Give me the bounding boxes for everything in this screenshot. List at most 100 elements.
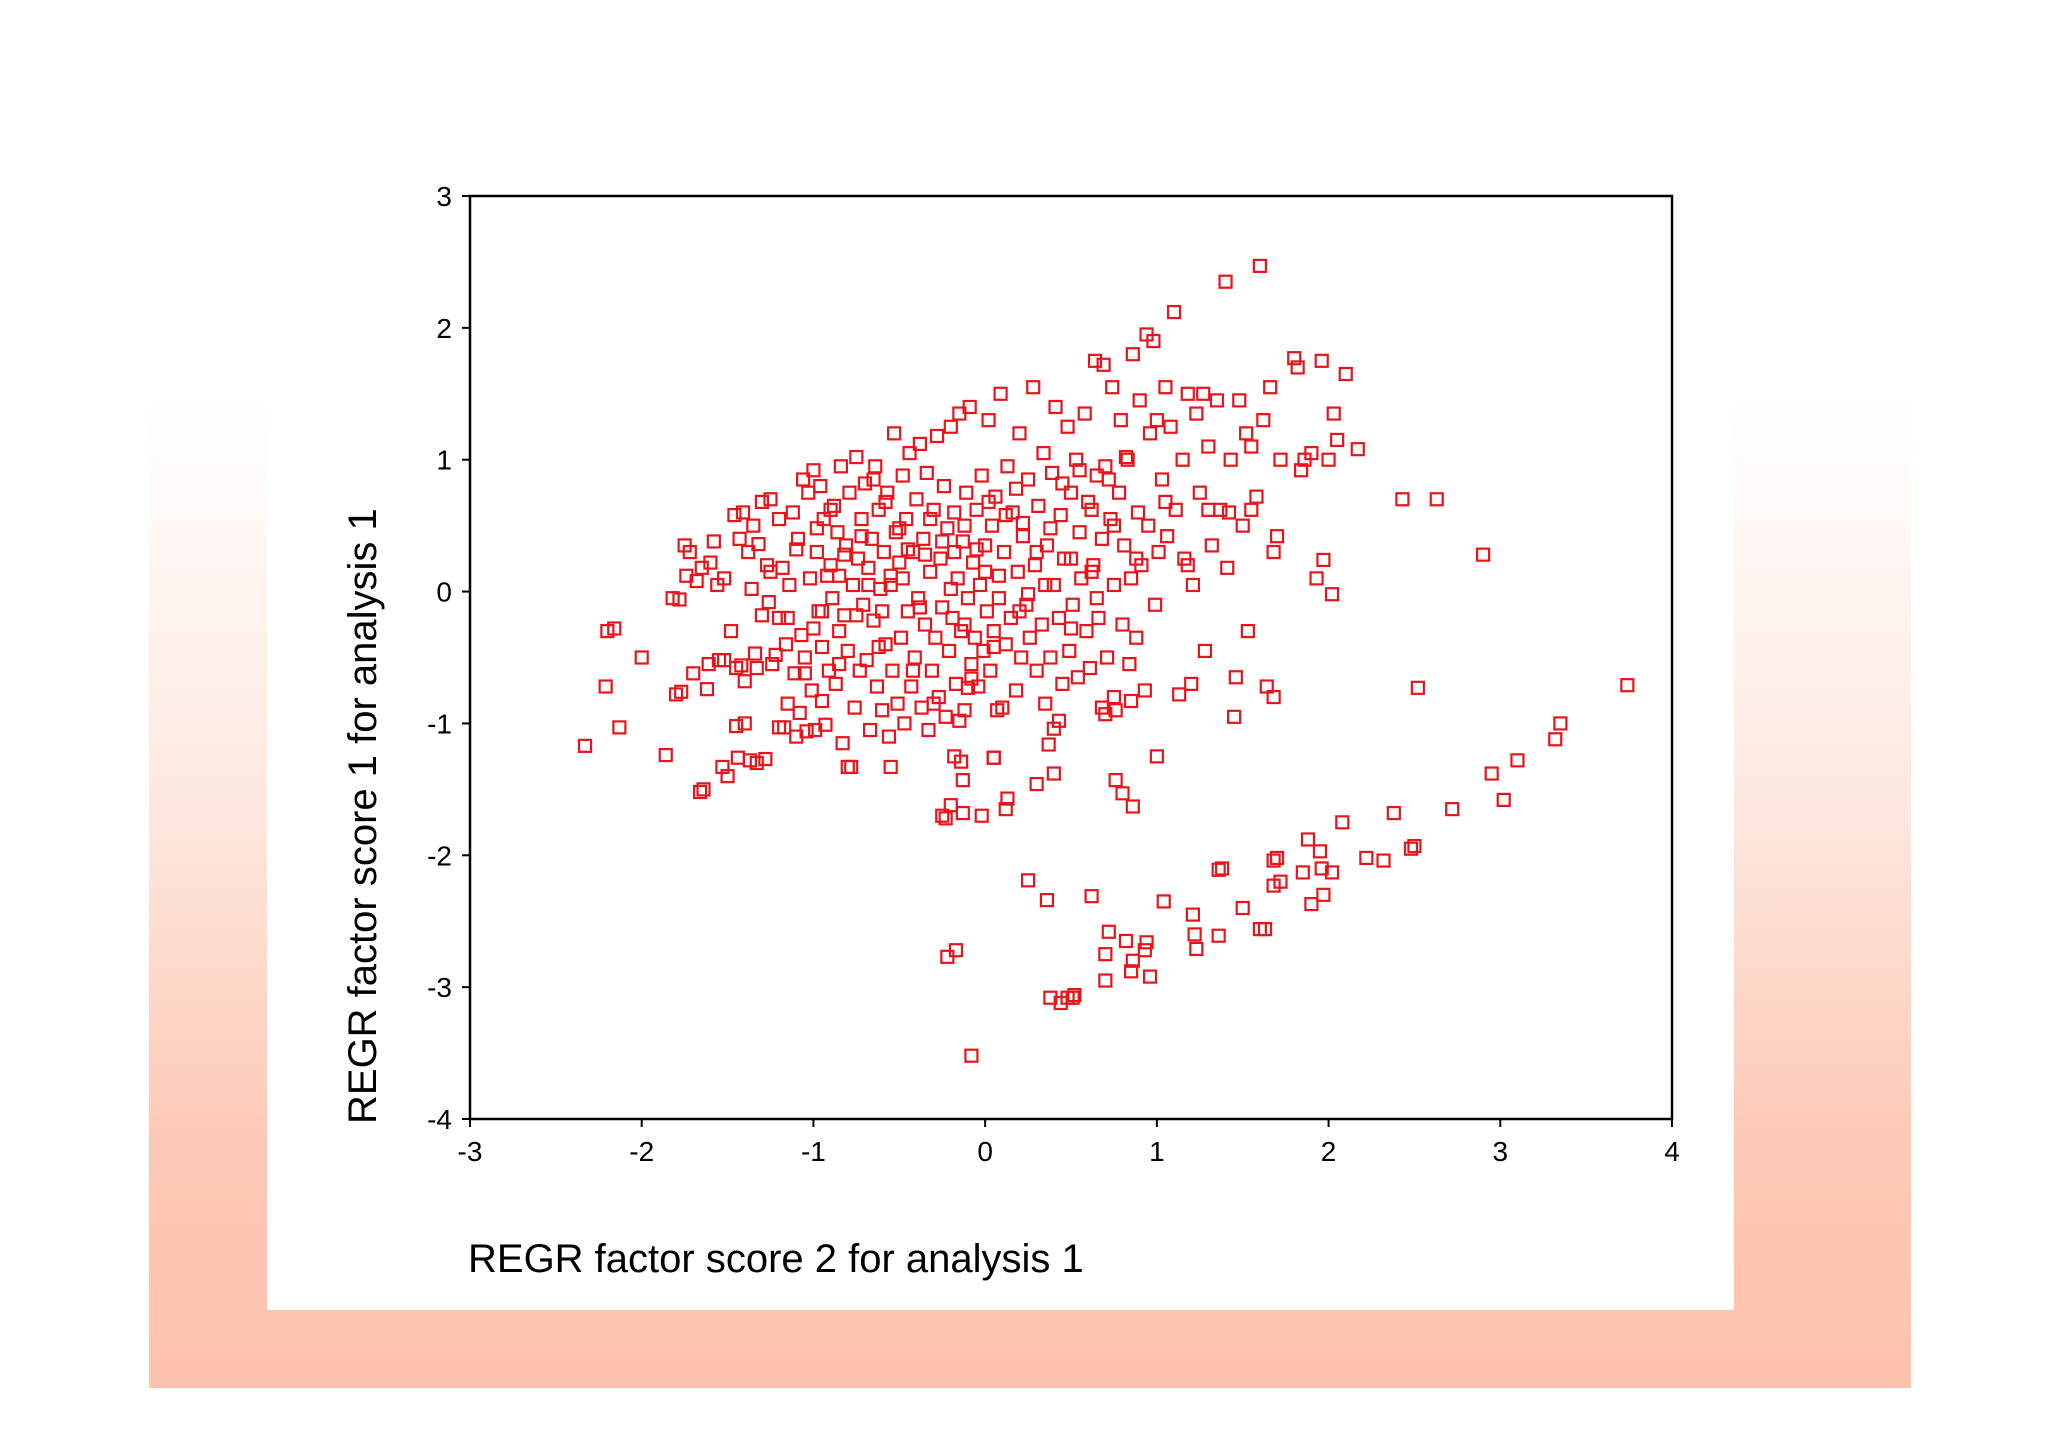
scatter-point	[957, 617, 972, 632]
scatter-point	[1376, 853, 1391, 868]
scatter-point	[876, 544, 891, 560]
scatter-point	[969, 502, 984, 517]
scatter-point	[789, 542, 804, 557]
scatter-point	[703, 555, 718, 570]
scatter-point	[1324, 865, 1340, 880]
scatter-point	[940, 949, 955, 964]
scatter-point	[1043, 990, 1058, 1005]
scatter-point	[955, 773, 970, 788]
scatter-point	[823, 502, 838, 517]
scatter-point	[919, 465, 934, 480]
scatter-point	[929, 428, 945, 444]
scatter-point	[943, 419, 958, 434]
scatter-point	[1223, 452, 1238, 467]
scatter-point	[1293, 463, 1309, 478]
scatter-point	[790, 531, 806, 546]
scatter-point	[921, 722, 936, 738]
scatter-point	[1201, 439, 1216, 454]
scatter-point	[1105, 380, 1120, 395]
scatter-point	[1510, 753, 1525, 768]
scatter-point	[797, 650, 812, 665]
scatter-point	[1094, 700, 1110, 715]
scatter-point	[1072, 525, 1087, 540]
scatter-point	[926, 696, 941, 711]
scatter-point	[1000, 791, 1015, 806]
x-tick-label: 3	[1492, 1136, 1508, 1167]
scatter-point	[806, 621, 821, 636]
scatter-point	[1012, 426, 1027, 441]
scatter-point	[1039, 893, 1055, 908]
scatter-point	[797, 666, 812, 681]
scatter-point	[1158, 494, 1173, 510]
scatter-point	[1156, 894, 1171, 909]
scatter-point	[1108, 703, 1123, 718]
scatter-point	[845, 577, 861, 593]
y-tick-label: 0	[436, 577, 452, 608]
scatter-point	[914, 700, 929, 715]
scatter-point	[771, 511, 787, 527]
scatter-point	[1029, 663, 1044, 678]
x-axis: -3 -2 -1 0 1 2 3 4	[458, 1119, 1680, 1167]
scatter-point	[1129, 630, 1144, 645]
scatter-point	[775, 560, 790, 575]
scatter-point	[1196, 386, 1211, 401]
scatter-point	[897, 716, 912, 731]
scatter-point	[735, 505, 751, 520]
scatter-point	[1046, 577, 1061, 593]
scatter-point	[1148, 597, 1163, 612]
scatter-point	[1081, 494, 1096, 510]
scatter-point	[1122, 656, 1137, 672]
scatter-point	[823, 558, 838, 573]
scatter-point	[1166, 304, 1182, 320]
scatter-point	[802, 571, 818, 586]
scatter-point	[935, 600, 950, 615]
y-tick-label: -1	[427, 708, 452, 739]
scatter-point	[900, 604, 915, 619]
scatter-point	[1209, 393, 1225, 408]
scatter-point	[862, 722, 878, 738]
scatter-point	[746, 518, 761, 533]
scatter-point	[692, 784, 708, 800]
scatter-point	[1235, 900, 1250, 916]
scatter-point	[871, 639, 886, 655]
scatter-point	[1015, 529, 1031, 544]
scatter-point	[1218, 274, 1233, 289]
scatter-point	[998, 802, 1013, 817]
scatter-point	[1123, 571, 1139, 586]
scatter-point	[850, 551, 866, 566]
scatter-point	[1046, 766, 1061, 781]
scatter-point	[686, 666, 701, 681]
scatter-point	[875, 604, 890, 619]
scatter-point	[1060, 419, 1075, 434]
scatter-point	[1273, 452, 1288, 467]
scatter-point	[682, 544, 697, 560]
scatter-point	[938, 709, 953, 724]
scatter-point	[1197, 643, 1213, 659]
scatter-point	[978, 564, 993, 579]
scatter-point	[1163, 419, 1178, 434]
scatter-point	[1118, 933, 1134, 949]
scatter-point	[996, 544, 1012, 560]
scatter-point	[935, 534, 950, 549]
scatter-point	[674, 684, 689, 699]
scatter-point	[1053, 507, 1068, 523]
scatter-point	[787, 666, 802, 681]
scatter-point	[974, 808, 989, 823]
scatter-point	[940, 521, 955, 536]
scatter-point	[938, 811, 953, 826]
scatter-point	[1125, 953, 1140, 968]
scatter-point	[689, 573, 704, 589]
scatter-point	[1117, 538, 1132, 553]
scatter-point	[799, 724, 814, 739]
scatter-point	[1266, 878, 1281, 893]
scatter-point	[804, 683, 819, 698]
scatter-point	[814, 693, 830, 709]
scatter-point	[1015, 515, 1031, 531]
scatter-point	[976, 643, 991, 659]
scatter-point	[933, 551, 948, 566]
scatter-point	[905, 663, 921, 678]
scatter-point	[1263, 380, 1278, 395]
scatter-point	[837, 547, 852, 562]
scatter-point	[955, 805, 970, 821]
scatter-point	[727, 507, 742, 523]
